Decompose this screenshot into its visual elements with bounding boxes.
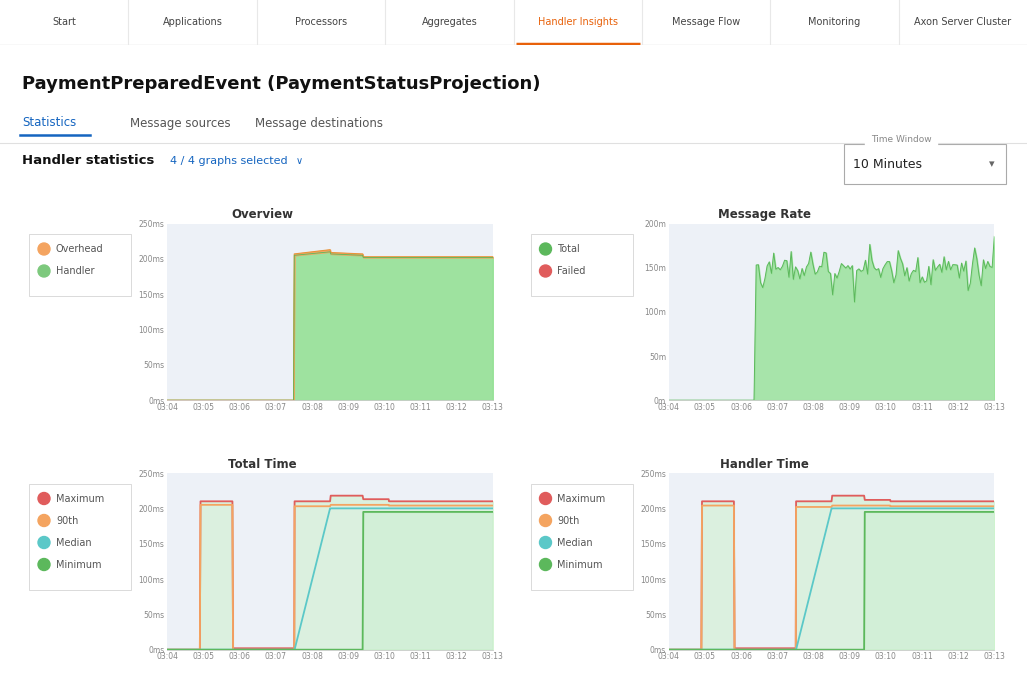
Circle shape (38, 514, 50, 527)
FancyBboxPatch shape (531, 484, 633, 589)
Text: Overview: Overview (232, 208, 294, 221)
Text: PaymentPreparedEvent (PaymentStatusProjection): PaymentPreparedEvent (PaymentStatusProje… (22, 75, 540, 93)
Text: 90th: 90th (56, 516, 78, 525)
Text: Minimum: Minimum (56, 559, 102, 569)
Circle shape (539, 493, 551, 505)
Circle shape (539, 243, 551, 255)
Circle shape (38, 243, 50, 255)
Text: 4 / 4 graphs selected: 4 / 4 graphs selected (170, 156, 288, 166)
Text: Maximum: Maximum (56, 493, 105, 503)
Text: Handler Insights: Handler Insights (538, 17, 617, 26)
Text: Handler: Handler (56, 266, 94, 276)
Text: Median: Median (56, 537, 91, 548)
Circle shape (38, 537, 50, 548)
Circle shape (539, 514, 551, 527)
Text: Aggregates: Aggregates (421, 17, 478, 26)
Text: Handler statistics: Handler statistics (22, 154, 154, 167)
FancyBboxPatch shape (29, 234, 131, 296)
Text: Monitoring: Monitoring (808, 17, 861, 26)
Text: ▾: ▾ (989, 159, 995, 169)
Text: Statistics: Statistics (22, 117, 76, 129)
Text: Message Rate: Message Rate (718, 208, 810, 221)
Text: Message destinations: Message destinations (255, 117, 383, 129)
Text: Failed: Failed (558, 266, 585, 276)
Text: Start: Start (52, 17, 76, 26)
FancyBboxPatch shape (844, 144, 1006, 184)
Circle shape (539, 559, 551, 571)
Circle shape (38, 493, 50, 505)
Text: Median: Median (558, 537, 594, 548)
Text: Minimum: Minimum (558, 559, 603, 569)
Text: Total: Total (558, 244, 580, 254)
Text: Processors: Processors (295, 17, 347, 26)
Text: Time Window: Time Window (871, 135, 931, 144)
Circle shape (38, 265, 50, 277)
Text: 90th: 90th (558, 516, 580, 525)
Text: Total Time: Total Time (228, 457, 297, 471)
Text: Maximum: Maximum (558, 493, 606, 503)
Text: Message Flow: Message Flow (672, 17, 740, 26)
Text: 10 Minutes: 10 Minutes (853, 158, 922, 170)
FancyBboxPatch shape (531, 234, 633, 296)
Text: Message sources: Message sources (130, 117, 231, 129)
Text: Overhead: Overhead (56, 244, 104, 254)
Text: Applications: Applications (162, 17, 223, 26)
Circle shape (38, 559, 50, 571)
Text: Axon Server Cluster: Axon Server Cluster (914, 17, 1012, 26)
Circle shape (539, 537, 551, 548)
Text: ∨: ∨ (296, 156, 303, 166)
Text: Handler Time: Handler Time (720, 457, 808, 471)
Circle shape (539, 265, 551, 277)
FancyBboxPatch shape (29, 484, 131, 589)
